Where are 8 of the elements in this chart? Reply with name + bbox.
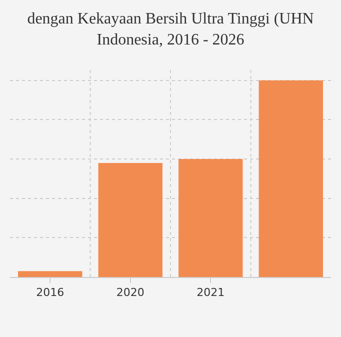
x-tick-label: 2021 — [196, 286, 225, 300]
bar — [258, 80, 323, 277]
bar — [98, 162, 162, 277]
chart-title: dengan Kekayaan Bersih Ultra Tinggi (UHN Indonesia, 2016 - 2026 — [27, 10, 314, 48]
bar — [18, 271, 82, 277]
x-tick-label: 2016 — [36, 286, 64, 300]
x-tick-label: 2020 — [116, 286, 144, 300]
bar — [178, 159, 243, 277]
